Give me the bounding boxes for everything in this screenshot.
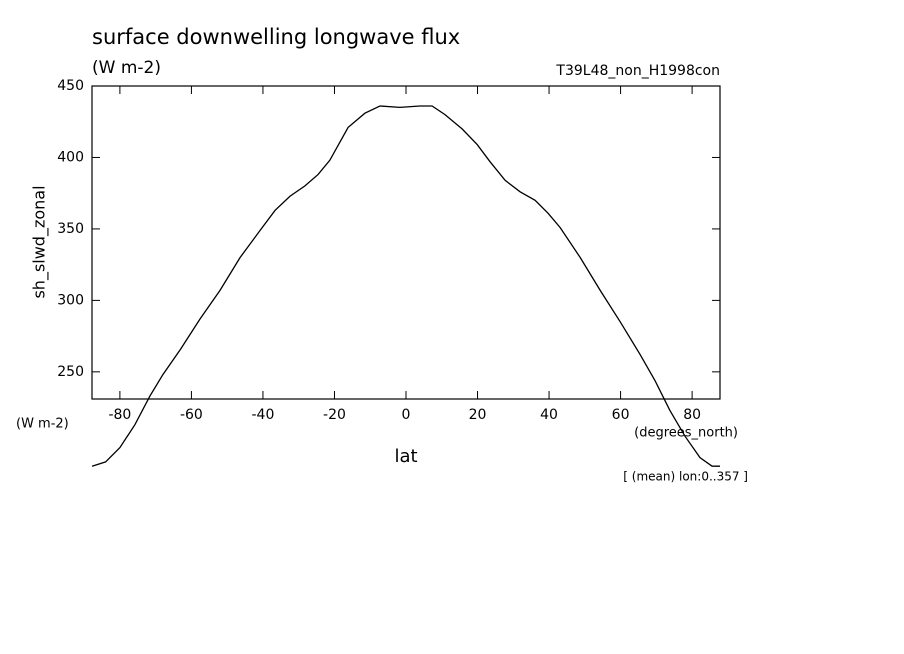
- y-tick-label: 350: [57, 221, 84, 237]
- x-tick-label: 40: [540, 407, 558, 423]
- run-label: T39L48_non_H1998con: [555, 63, 720, 79]
- y-axis-label: sh_slwd_zonal: [30, 185, 50, 298]
- footnote: [ (mean) lon:0..357 ]: [623, 470, 748, 484]
- x-tick-label: -60: [180, 407, 203, 423]
- x-tick-label: -20: [323, 407, 346, 423]
- x-tick-label: 20: [469, 407, 487, 423]
- x-tick-label: 60: [612, 407, 630, 423]
- x-tick-label: 0: [402, 407, 411, 423]
- x-units: (degrees_north): [634, 426, 738, 441]
- x-tick-label: -80: [108, 407, 131, 423]
- y-tick-label: 400: [57, 149, 84, 165]
- data-line: [91, 105, 720, 467]
- y-tick-label: 250: [57, 364, 84, 380]
- y-tick-label: 450: [57, 78, 84, 94]
- chart-title: surface downwelling longwave flux: [92, 25, 460, 49]
- y-units: (W m-2): [16, 417, 69, 432]
- x-axis-label: lat: [394, 446, 417, 467]
- subtitle: (W m-2): [92, 58, 161, 78]
- y-tick-label: 300: [57, 292, 84, 308]
- x-tick-label: -40: [252, 407, 275, 423]
- x-tick-label: 80: [683, 407, 701, 423]
